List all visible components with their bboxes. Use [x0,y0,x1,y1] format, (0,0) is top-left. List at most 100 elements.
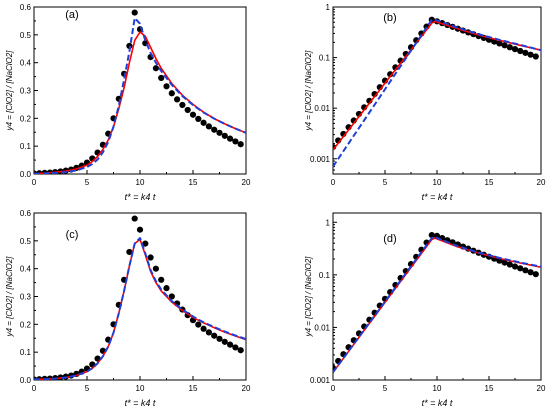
data-point [147,254,154,261]
series-group [333,16,541,168]
data-point [506,261,513,268]
data-point [179,101,186,109]
x-axis-label: t* = k4 t [422,192,453,202]
panel-label: (d) [383,233,396,245]
panel-label: (b) [383,12,396,24]
data-point [216,335,223,342]
red-solid-line [34,238,246,380]
x-tick-label: 15 [485,384,494,393]
y-tick-label: 0.001 [310,376,331,385]
data-point [517,265,524,272]
x-tick-label: 0 [331,384,336,393]
panel-b: 0 5 10 15 20 0.001 0.01 0.1 1 t* = k4 t y4 = [ClO2… [304,3,546,202]
x-tick-label: 10 [433,384,442,393]
x-tick-label: 15 [189,384,198,393]
y-tick-label: 0.4 [20,59,32,68]
data-point [227,341,234,348]
y-tick-label: 0.2 [20,320,32,329]
x-tick-label: 0 [32,384,37,393]
data-point [232,344,239,351]
series-group [333,231,541,373]
data-point [221,132,228,139]
data-point [527,269,534,276]
x-axis-label: t* = k4 t [422,398,453,408]
y-tick-label: 0.0 [20,170,32,179]
y-tick-label: 0.6 [20,209,32,218]
data-point [522,49,529,56]
data-point [232,138,239,145]
data-point [506,44,513,51]
data-point [205,329,212,336]
y-axis-label: y4 = [ClO2] / [NaClO2] [304,50,313,132]
series-group [34,215,246,380]
x-axis-label: t* = k4 t [125,192,156,202]
panel-d: 0 5 10 15 20 0.001 0.01 0.1 1 t* = k4 t y4 = [ClO2… [304,212,546,408]
data-point [522,267,529,274]
data-point [517,47,524,55]
plot-frame [332,6,542,175]
data-point [195,321,202,328]
red-solid-line [333,237,541,373]
data-point [163,285,170,292]
data-point [195,115,202,122]
data-point [163,83,170,90]
data-point [126,248,133,256]
x-axis-label: t* = k4 t [125,398,156,408]
data-point [200,325,207,332]
blue-dashed-line [333,18,541,168]
data-point [184,106,191,114]
data-point [237,141,244,148]
y-tick-label: 0.0 [20,376,32,385]
y-tick-label: 0.5 [20,237,32,246]
data-point [174,96,181,103]
x-tick-label: 15 [485,178,494,187]
data-point [152,65,159,72]
x-tick-label: 20 [537,178,546,187]
y-tick-label: 0.1 [20,348,32,357]
data-point [511,46,519,53]
y-tick-label: 0.01 [314,104,330,113]
y-tick-label: 0.2 [20,114,32,123]
data-point [227,135,234,142]
x-tick-label: 15 [189,178,198,187]
y-tick-label: 0.3 [20,87,32,96]
data-point [168,293,175,300]
data-point [189,111,197,118]
data-point [158,74,165,82]
x-tick-label: 20 [242,178,251,187]
x-tick-label: 5 [383,384,388,393]
data-point [216,129,223,136]
data-point [501,259,508,266]
data-point [200,119,207,126]
data-point [527,51,534,58]
x-tick-label: 10 [136,384,145,393]
data-point [205,123,212,130]
y-tick-label: 0.1 [319,54,331,63]
y-tick-label: 0.01 [314,323,330,332]
blue-dashed-line [34,17,246,174]
y-tick-label: 0.6 [20,3,32,12]
y-axis-label: y4 = [ClO2] / [NaClO2] [304,256,313,338]
y-tick-label: 0.3 [20,293,32,302]
data-point [152,265,159,272]
panel-c: 0 5 10 15 20 0.0 0.1 0.2 0.3 0.4 0.5 0.6 t* = k4 t y4… [5,209,251,408]
x-tick-label: 10 [433,178,442,187]
panel-label: (a) [65,9,78,21]
y-tick-label: 0.4 [20,265,32,274]
x-tick-label: 0 [32,178,37,187]
data-point [168,90,175,97]
blue-dashed-line [34,237,246,380]
panel-label: (c) [66,229,79,241]
data-point [211,332,218,339]
x-tick-label: 0 [331,178,336,187]
x-tick-label: 5 [383,178,388,187]
data-point [221,338,228,345]
y-tick-label: 0.1 [20,142,32,151]
data-point [131,9,138,16]
data-point [158,276,165,283]
y-tick-label: 1 [326,218,331,227]
data-point [142,240,149,247]
y-tick-label: 0.001 [310,155,331,164]
